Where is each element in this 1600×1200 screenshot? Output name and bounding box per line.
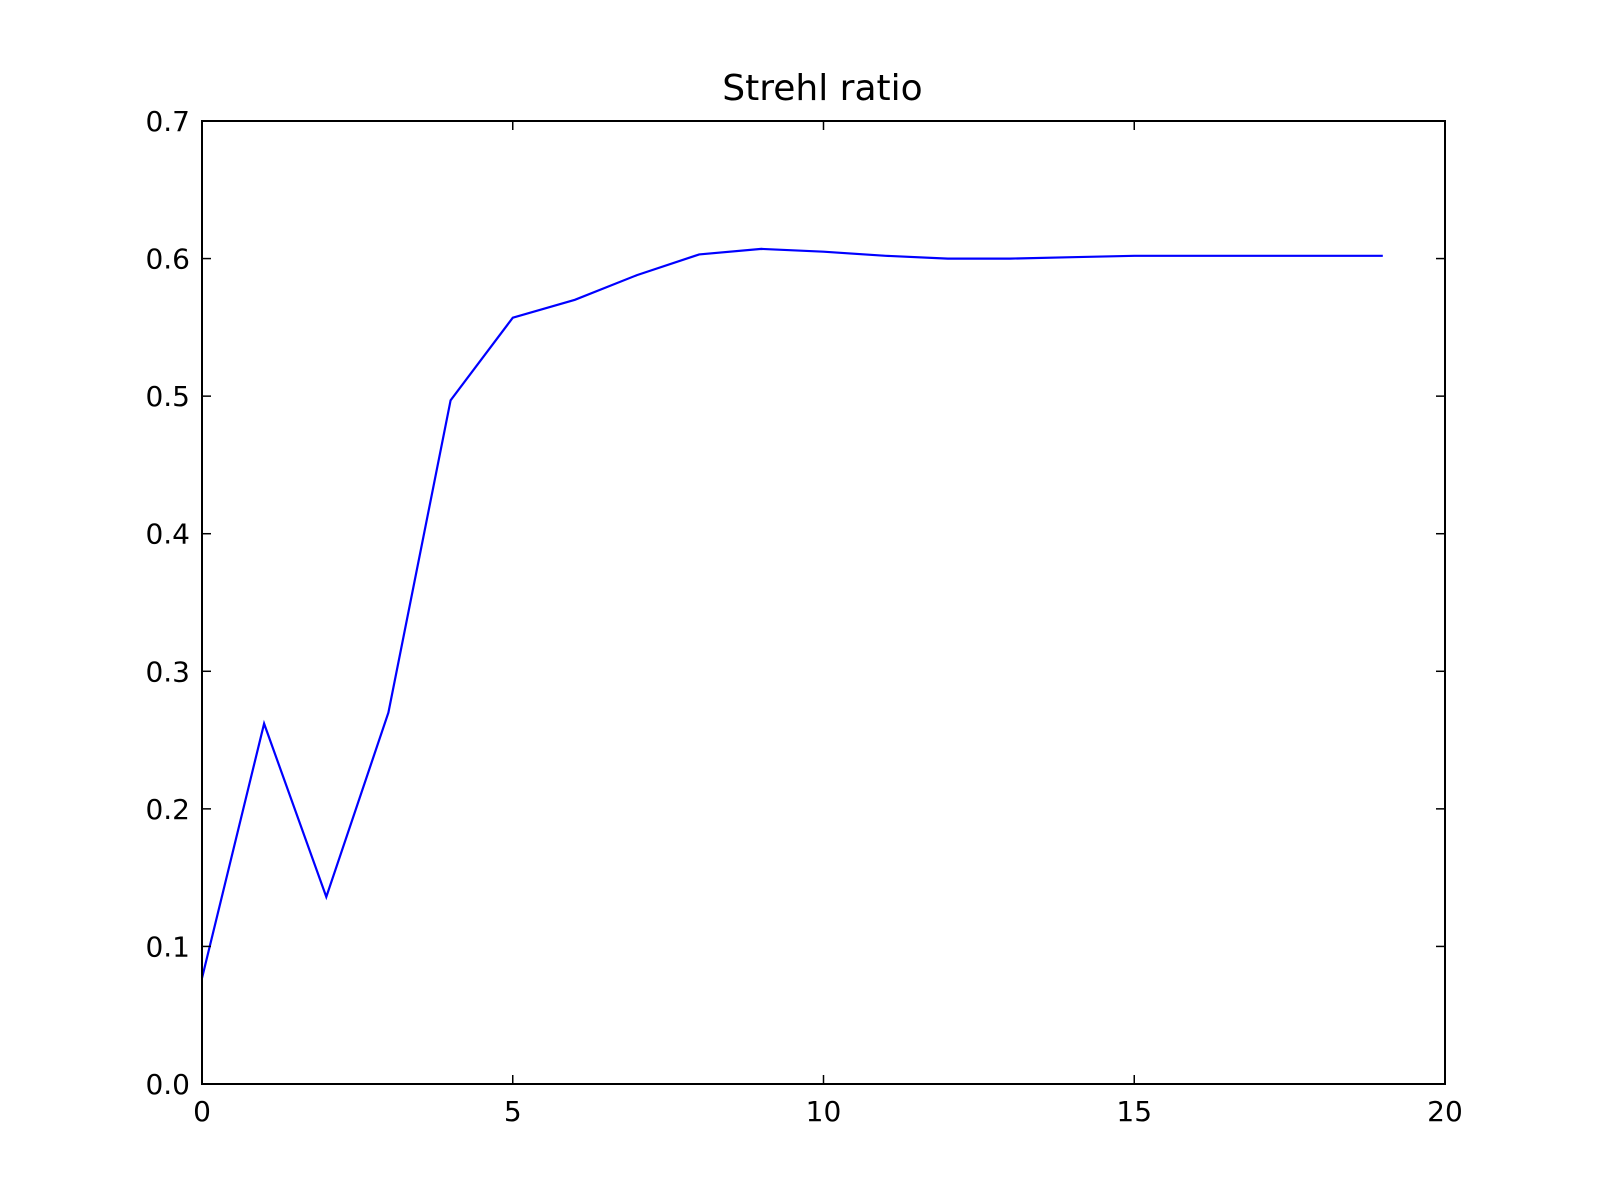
- x-tick-label: 5: [504, 1095, 522, 1128]
- y-tick-label: 0.4: [145, 518, 190, 551]
- x-tick-label: 10: [806, 1095, 842, 1128]
- y-tick-label: 0.6: [145, 243, 190, 276]
- y-tick-label: 0.0: [145, 1068, 190, 1101]
- y-tick-label: 0.1: [145, 930, 190, 963]
- series-line-1: [200, 247, 1383, 979]
- x-tick-label: 20: [1427, 1095, 1463, 1128]
- x-tick-label: 0: [193, 1095, 211, 1128]
- x-tick-label: 15: [1116, 1095, 1152, 1128]
- y-tick-label: 0.3: [145, 655, 190, 688]
- chart-title: Strehl ratio: [722, 68, 923, 109]
- y-tick-label: 0.5: [145, 380, 190, 413]
- y-tick-label: 0.7: [145, 105, 190, 138]
- y-tick-label: 0.2: [145, 793, 190, 826]
- axes-frame: [201, 120, 1446, 1085]
